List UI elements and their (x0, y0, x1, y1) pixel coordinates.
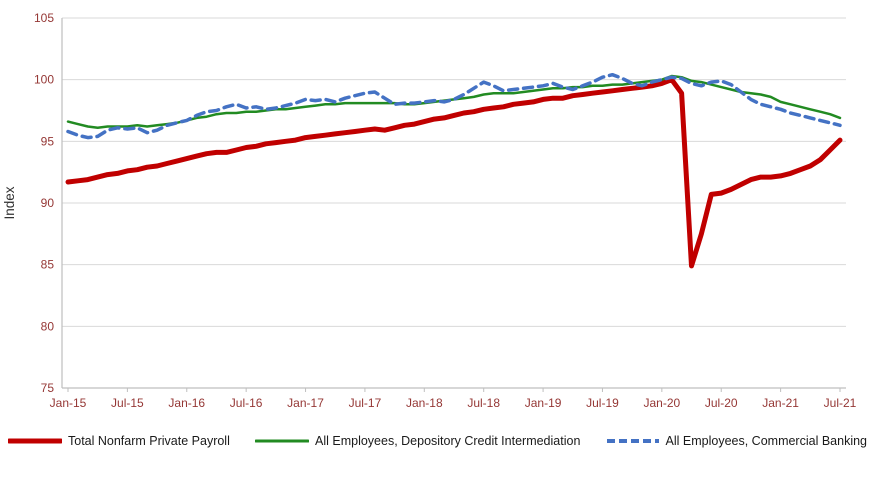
x-tick-label: Jul-20 (705, 396, 738, 410)
legend-swatch-1 (255, 439, 309, 443)
x-tick-label: Jan-16 (168, 396, 205, 410)
gridlines (62, 17, 846, 389)
axes (61, 18, 846, 389)
y-tick-label: 80 (41, 319, 55, 333)
chart-plot-area: 75 80 85 90 95 100 105 Jan-15 Jul-15 Jan-16 Jul-1… (2, 11, 857, 410)
y-tick-label: 90 (41, 196, 55, 210)
x-tick-label: Jul-18 (467, 396, 500, 410)
x-tick-label: Jan-18 (406, 396, 443, 410)
y-axis-tick-labels: 75 80 85 90 95 100 105 (34, 11, 54, 395)
y-axis-title: Index (2, 186, 17, 219)
x-axis-tick-labels: Jan-15 Jul-15 Jan-16 Jul-16 Jan-17 Jul-17 Jan-… (50, 388, 857, 410)
chart-legend: Total Nonfarm Private Payroll All Employe… (0, 428, 875, 448)
x-tick-label: Jul-15 (111, 396, 144, 410)
series-line-2 (66, 72, 842, 140)
x-tick-label: Jan-17 (287, 396, 324, 410)
y-tick-label: 95 (41, 134, 55, 148)
x-tick-label: Jul-16 (230, 396, 263, 410)
y-tick-label: 85 (41, 258, 55, 272)
legend-swatch-2 (606, 439, 659, 443)
legend-label-1: All Employees, Depository Credit Interme… (315, 434, 581, 448)
x-tick-label: Jan-21 (762, 396, 799, 410)
legend-label-2: All Employees, Commercial Banking (665, 434, 867, 448)
x-tick-label: Jan-20 (643, 396, 680, 410)
legend-swatch-0 (8, 438, 62, 444)
legend-item-0: Total Nonfarm Private Payroll (8, 434, 230, 448)
y-tick-label: 75 (41, 381, 55, 395)
x-tick-label: Jul-19 (586, 396, 619, 410)
legend-item-2: All Employees, Commercial Banking (606, 434, 867, 448)
series-line-0 (65, 77, 843, 269)
legend-label-0: Total Nonfarm Private Payroll (68, 434, 230, 448)
y-tick-label: 105 (34, 11, 54, 25)
x-tick-label: Jul-21 (824, 396, 857, 410)
legend-item-1: All Employees, Depository Credit Interme… (255, 434, 580, 448)
series-lines (65, 72, 843, 269)
y-tick-label: 100 (34, 73, 54, 87)
x-tick-label: Jul-17 (349, 396, 382, 410)
x-tick-label: Jan-15 (50, 396, 87, 410)
x-tick-label: Jan-19 (525, 396, 562, 410)
